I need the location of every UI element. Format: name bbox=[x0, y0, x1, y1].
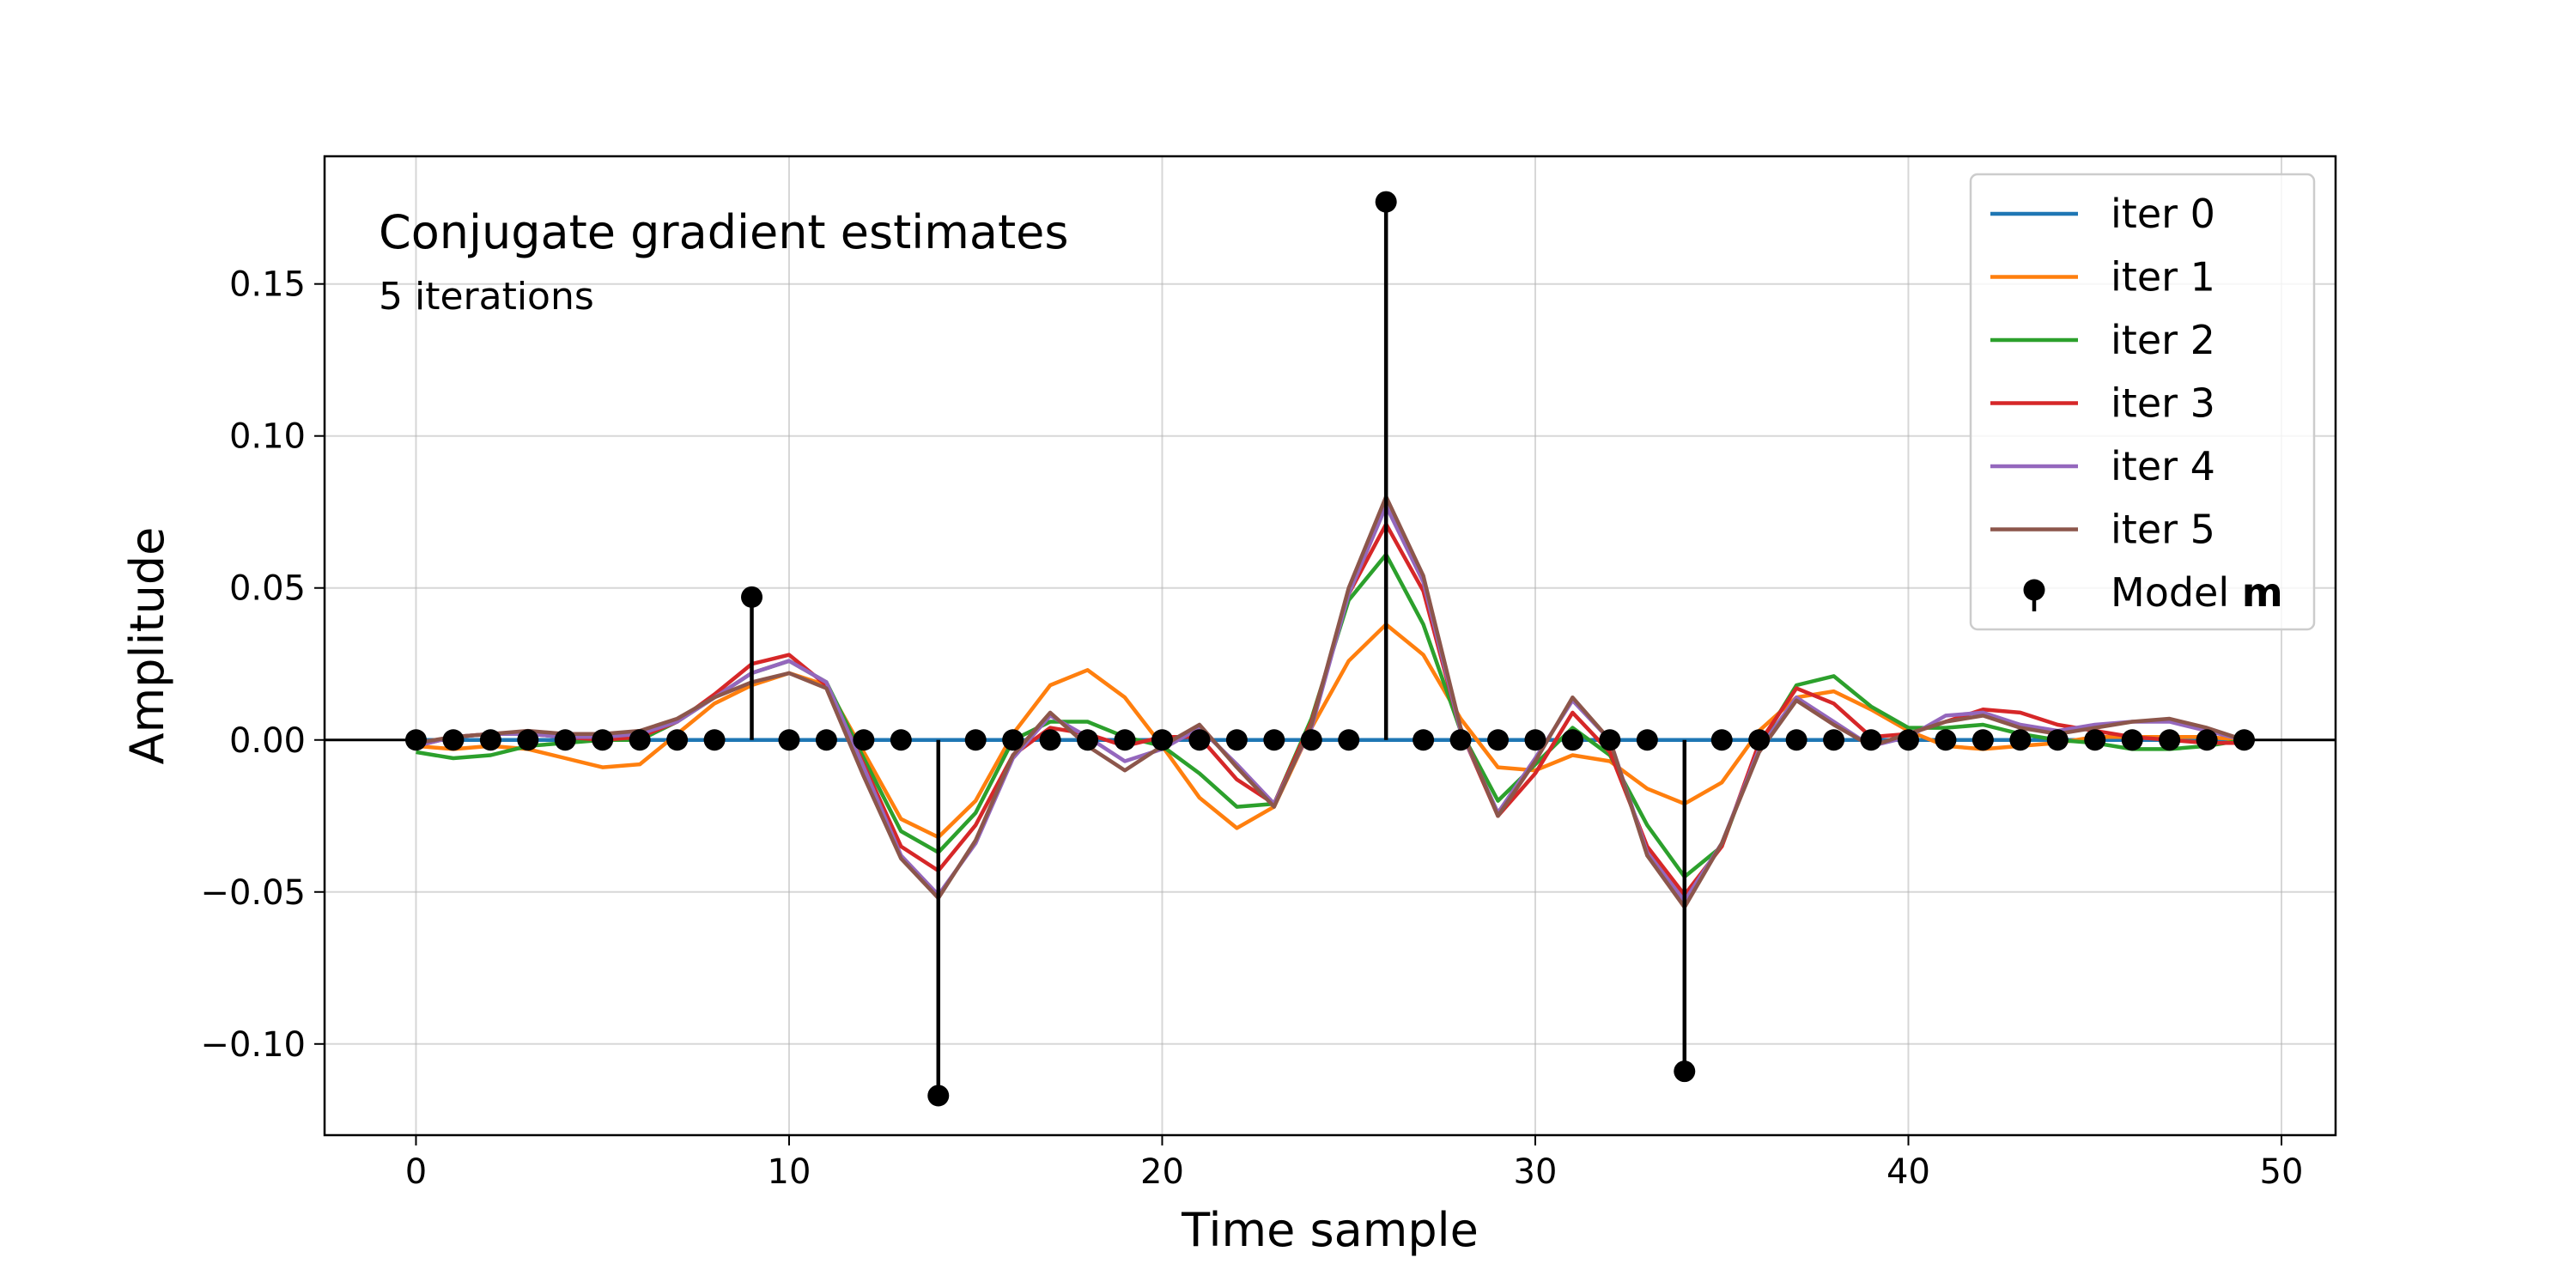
model-stem-marker bbox=[1785, 729, 1807, 751]
model-stem-marker bbox=[554, 729, 576, 751]
legend-label: iter 3 bbox=[2111, 380, 2215, 427]
model-stem-marker bbox=[2121, 729, 2143, 751]
y-tick-label: −0.05 bbox=[200, 873, 306, 913]
model-stem-marker bbox=[1002, 729, 1024, 751]
model-stem-marker bbox=[1413, 729, 1435, 751]
legend-swatch-model-marker bbox=[2023, 579, 2045, 601]
model-stem-marker bbox=[1971, 729, 1994, 751]
model-stem-marker bbox=[2233, 729, 2256, 751]
model-stem-marker bbox=[1674, 1060, 1696, 1083]
model-stem-marker bbox=[853, 729, 875, 751]
model-stem-marker bbox=[741, 586, 763, 608]
model-stem-marker bbox=[1225, 729, 1248, 751]
model-stem-marker bbox=[1561, 729, 1583, 751]
model-stem-marker bbox=[1636, 729, 1658, 751]
chart-subtitle: 5 iterations bbox=[379, 275, 594, 319]
model-stem-marker bbox=[1151, 729, 1173, 751]
legend-label: iter 0 bbox=[2111, 191, 2215, 237]
model-stem-marker bbox=[1077, 729, 1099, 751]
model-stem-marker bbox=[629, 729, 651, 751]
model-stem-marker bbox=[890, 729, 912, 751]
legend-label: iter 5 bbox=[2111, 507, 2215, 553]
model-stem-marker bbox=[1524, 729, 1546, 751]
model-stem-marker bbox=[964, 729, 987, 751]
model-stem-marker bbox=[1449, 729, 1472, 751]
x-tick-label: 10 bbox=[768, 1152, 811, 1192]
x-tick-label: 30 bbox=[1514, 1152, 1558, 1192]
legend-model-prefix: Model bbox=[2111, 569, 2242, 616]
plot-frame bbox=[323, 155, 2337, 1137]
model-stem-marker bbox=[1375, 191, 1397, 213]
chart-title: Conjugate gradient estimates bbox=[379, 205, 1069, 259]
y-tick-label: −0.10 bbox=[200, 1025, 306, 1065]
series-line-iter-5 bbox=[416, 495, 2245, 909]
y-tick-label: 0.00 bbox=[229, 721, 306, 761]
y-axis-label: Amplitude bbox=[120, 527, 174, 765]
x-tick-label: 20 bbox=[1140, 1152, 1184, 1192]
model-stem-marker bbox=[1114, 729, 1136, 751]
y-tick-label: 0.10 bbox=[229, 417, 306, 457]
model-stem-marker bbox=[2159, 729, 2181, 751]
axis-ticks: 0 10 20 30 40 50 −0.10 −0.05 0.00 0.05 0.10 0.15 bbox=[200, 265, 2303, 1192]
model-stem-marker bbox=[1599, 729, 1621, 751]
legend-label: iter 1 bbox=[2111, 254, 2215, 301]
y-tick-label: 0.05 bbox=[229, 569, 306, 609]
model-stems bbox=[404, 191, 2256, 1107]
model-stem-marker bbox=[1188, 729, 1211, 751]
model-stem-marker bbox=[778, 729, 800, 751]
model-stem-marker bbox=[1338, 729, 1360, 751]
model-stem-marker bbox=[517, 729, 539, 751]
model-stem-marker bbox=[2046, 729, 2069, 751]
model-stem-marker bbox=[1823, 729, 1845, 751]
model-stem-marker bbox=[404, 729, 427, 751]
model-stem-marker bbox=[2009, 729, 2032, 751]
model-stem-marker bbox=[1897, 729, 1919, 751]
model-stem-marker bbox=[1300, 729, 1322, 751]
model-stem-marker bbox=[666, 729, 689, 751]
model-stem-marker bbox=[815, 729, 837, 751]
x-axis-label: Time sample bbox=[1181, 1203, 1479, 1257]
legend-label-model: Model m bbox=[2111, 569, 2283, 616]
legend-label: iter 4 bbox=[2111, 443, 2215, 489]
legend-box bbox=[1969, 173, 2316, 631]
y-tick-label: 0.15 bbox=[229, 265, 306, 305]
model-stem-marker bbox=[703, 729, 726, 751]
model-stem-marker bbox=[442, 729, 465, 751]
model-stem-marker bbox=[1710, 729, 1733, 751]
model-stem-marker bbox=[2084, 729, 2106, 751]
x-tick-label: 40 bbox=[1886, 1152, 1930, 1192]
model-stem-marker bbox=[2196, 729, 2218, 751]
legend-model-bold: m bbox=[2242, 569, 2283, 616]
model-stem-marker bbox=[1487, 729, 1510, 751]
model-stem-marker bbox=[592, 729, 614, 751]
model-stem-marker bbox=[479, 729, 501, 751]
model-stem-marker bbox=[927, 1084, 950, 1107]
x-tick-label: 50 bbox=[2260, 1152, 2304, 1192]
model-stem-marker bbox=[1748, 729, 1771, 751]
model-stem-marker bbox=[1860, 729, 1882, 751]
legend: iter 0 iter 1 iter 2 iter 3 iter 4 iter 5 Mode… bbox=[1969, 173, 2316, 631]
model-stem-marker bbox=[1263, 729, 1285, 751]
legend-label: iter 2 bbox=[2111, 317, 2215, 363]
model-stem-marker bbox=[1039, 729, 1061, 751]
model-stem-marker bbox=[1935, 729, 1957, 751]
x-tick-label: 0 bbox=[405, 1152, 427, 1192]
